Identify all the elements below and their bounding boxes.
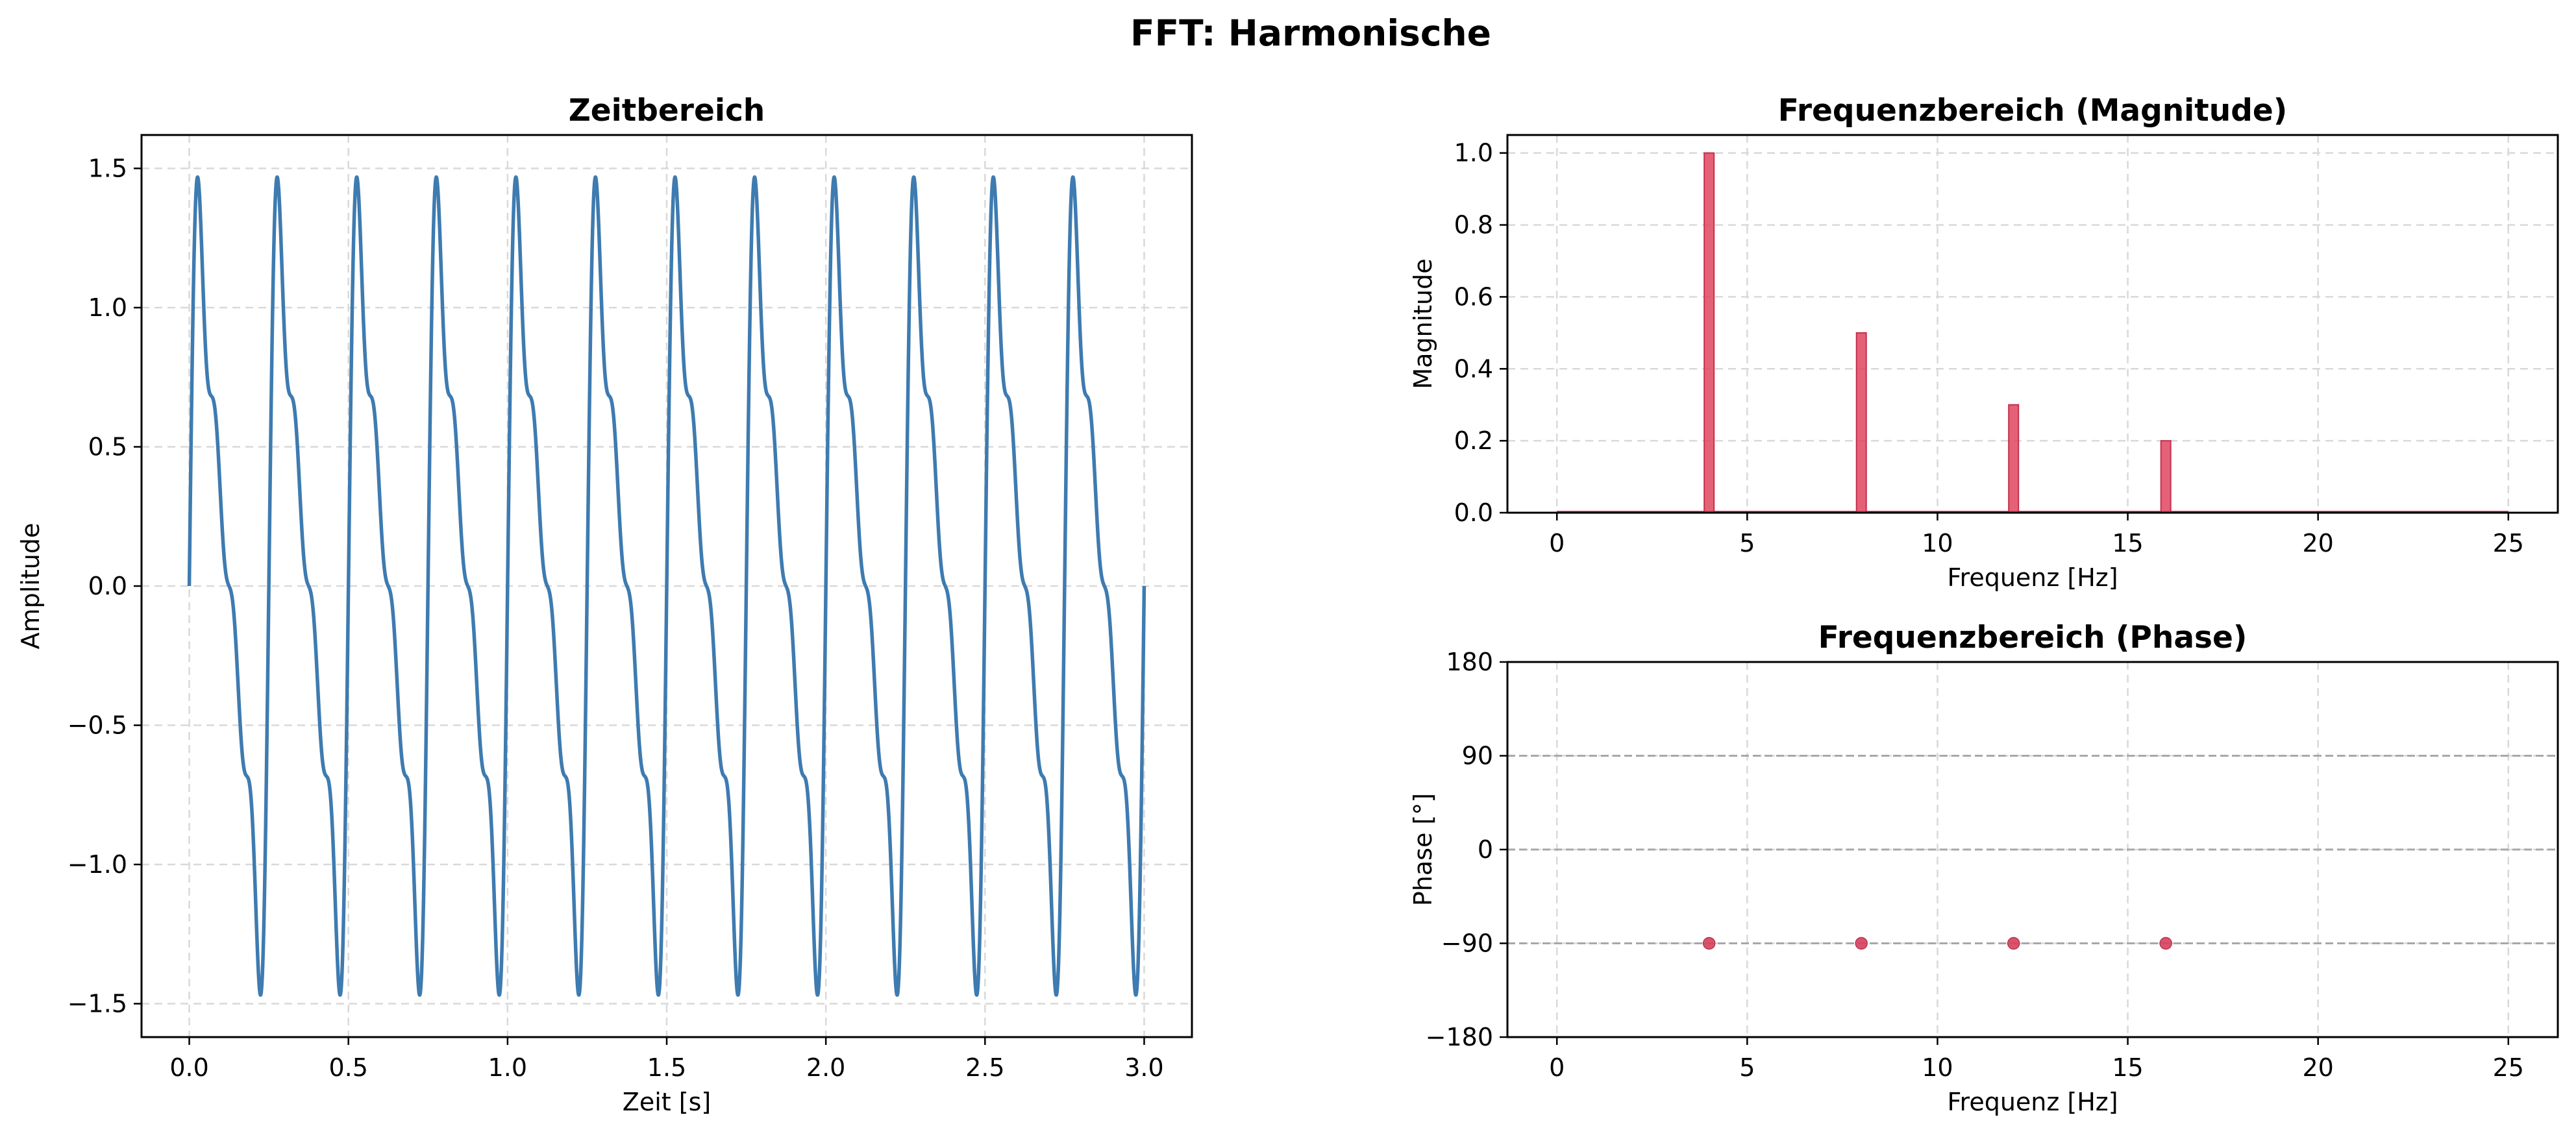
x-tick-label: 15 bbox=[2112, 1053, 2143, 1082]
x-tick-label: 25 bbox=[2493, 529, 2524, 557]
phase-point bbox=[2159, 937, 2172, 950]
magnitude-bar bbox=[2160, 440, 2172, 514]
y-tick-label: 0 bbox=[1478, 835, 1493, 864]
x-tick-label: 0.0 bbox=[169, 1053, 208, 1082]
x-tick-label: 25 bbox=[2493, 1053, 2524, 1082]
phase-point bbox=[2007, 937, 2020, 950]
x-tick-label: 0 bbox=[1549, 529, 1565, 557]
axes-title: Frequenzbereich (Phase) bbox=[1818, 620, 2248, 655]
y-axis-label: Amplitude bbox=[16, 523, 45, 650]
y-axis-label: Phase [°] bbox=[1409, 793, 1437, 906]
magnitude-axes: 0 5 10 15 20 25 0.0 0.2 0.4 0.6 0.8 1.0 Frequenzbere… bbox=[1409, 93, 2559, 592]
x-tick-label: 15 bbox=[2112, 529, 2143, 557]
axes-frame bbox=[1506, 661, 2559, 1038]
y-tick-label: 0.5 bbox=[88, 432, 127, 461]
x-tick-label: 3.0 bbox=[1124, 1053, 1163, 1082]
y-tick-label: 1.5 bbox=[88, 154, 127, 182]
phase-point bbox=[1855, 937, 1868, 950]
x-tick-label: 0 bbox=[1549, 1053, 1565, 1082]
x-tick-label: 2.5 bbox=[965, 1053, 1004, 1082]
y-tick-label: −180 bbox=[1426, 1023, 1493, 1051]
x-tick-label: 5 bbox=[1739, 529, 1755, 557]
x-tick-label: 1.0 bbox=[488, 1053, 527, 1082]
y-axis-label: Magnitude bbox=[1409, 258, 1437, 389]
y-tick-label: −1.5 bbox=[68, 990, 127, 1018]
phase-point bbox=[1702, 937, 1716, 950]
x-axis-label: Frequenz [Hz] bbox=[1947, 1088, 2118, 1116]
x-tick-label: 10 bbox=[1922, 1053, 1953, 1082]
y-tick-label: 90 bbox=[1462, 742, 1493, 770]
phase-axes: 0 5 10 15 20 25 −180 −90 0 90 180 Frequenzbereich (… bbox=[1409, 620, 2559, 1116]
x-tick-label: 20 bbox=[2302, 529, 2333, 557]
x-tick-label: 0.5 bbox=[328, 1053, 367, 1082]
magnitude-bar bbox=[1703, 152, 1715, 513]
axes-frame bbox=[1506, 134, 2559, 514]
magnitude-bar bbox=[1855, 332, 1867, 513]
magnitude-bar bbox=[2008, 404, 2020, 514]
x-tick-label: 2.0 bbox=[806, 1053, 845, 1082]
time-domain-axes: 0.0 0.5 1.0 1.5 2.0 2.5 3.0 −1.5 −1.0 −0.5 0.0 0.5 1… bbox=[16, 93, 1193, 1116]
y-tick-label: −0.5 bbox=[68, 711, 127, 740]
y-tick-label: 0.8 bbox=[1454, 211, 1493, 239]
y-tick-label: 0.0 bbox=[88, 572, 127, 600]
x-axis-label: Frequenz [Hz] bbox=[1947, 563, 2118, 592]
x-tick-label: 1.5 bbox=[647, 1053, 686, 1082]
y-tick-label: 0.6 bbox=[1454, 282, 1493, 311]
x-tick-label: 5 bbox=[1739, 1053, 1755, 1082]
axes-title: Frequenzbereich (Magnitude) bbox=[1778, 93, 2287, 129]
axes-frame bbox=[140, 134, 1193, 1038]
y-tick-label: −90 bbox=[1441, 929, 1493, 958]
y-tick-label: −1.0 bbox=[68, 850, 127, 879]
y-tick-label: 180 bbox=[1446, 648, 1493, 676]
axes-title: Zeitbereich bbox=[569, 93, 765, 129]
x-tick-label: 20 bbox=[2302, 1053, 2333, 1082]
x-tick-label: 10 bbox=[1922, 529, 1953, 557]
y-tick-label: 1.0 bbox=[88, 293, 127, 322]
x-axis-label: Zeit [s] bbox=[623, 1088, 711, 1116]
figure-title: FFT: Harmonische bbox=[1130, 12, 1491, 54]
y-tick-label: 0.2 bbox=[1454, 426, 1493, 455]
time-signal-line bbox=[187, 175, 1146, 997]
y-tick-label: 0.4 bbox=[1454, 354, 1493, 383]
y-tick-label: 0.0 bbox=[1454, 498, 1493, 527]
y-tick-label: 1.0 bbox=[1454, 139, 1493, 167]
